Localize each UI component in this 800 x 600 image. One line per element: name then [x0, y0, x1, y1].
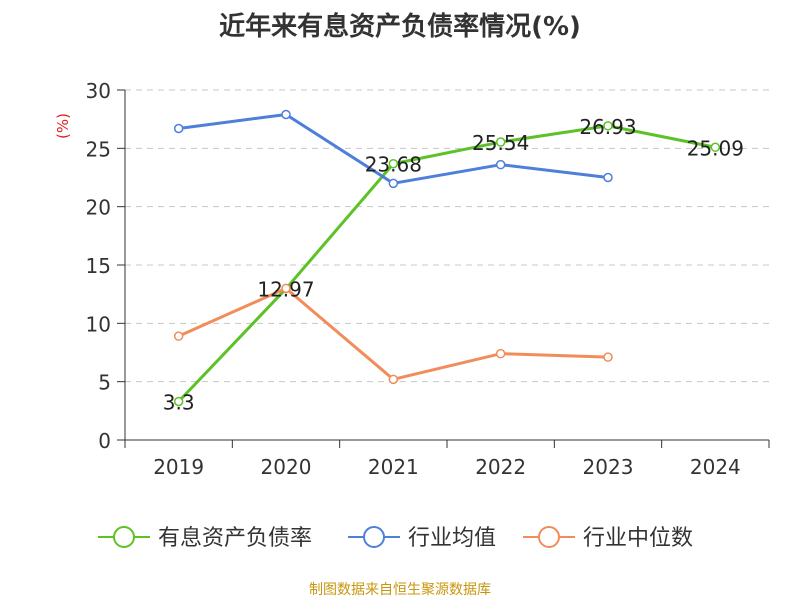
y-tick-label: 0 — [98, 429, 111, 453]
data-point — [173, 123, 184, 134]
x-tick-label: 2023 — [583, 455, 634, 479]
data-point — [281, 283, 291, 294]
y-tick-label: 5 — [98, 371, 111, 395]
legend-label: 有息资产负债率 — [158, 526, 312, 551]
data-point — [388, 374, 399, 385]
data-point — [173, 331, 184, 341]
y-tick-label: 30 — [86, 79, 111, 103]
data-point — [388, 158, 399, 169]
data-point — [710, 142, 721, 153]
data-point — [495, 137, 506, 147]
legend-item-3: 行业中位数 — [523, 526, 693, 551]
y-axis-label: (%) — [54, 113, 72, 139]
data-point — [495, 348, 506, 359]
data-label: 26.93 — [579, 115, 636, 139]
data-point — [603, 352, 613, 362]
legend-label: 行业均值 — [408, 526, 496, 551]
data-point — [495, 159, 506, 170]
legend-item-2: 行业均值 — [348, 526, 496, 551]
legend-label: 行业中位数 — [583, 526, 693, 551]
x-tick-label: 2020 — [261, 455, 312, 479]
y-tick-label: 15 — [86, 254, 111, 278]
data-label: 23.68 — [365, 153, 422, 177]
x-tick-label: 2024 — [690, 455, 741, 479]
y-tick-label: 20 — [86, 196, 111, 220]
data-point — [603, 121, 613, 131]
data-point — [388, 178, 399, 189]
x-tick-label: 2019 — [153, 455, 204, 479]
legend-marker — [538, 526, 560, 548]
data-point — [603, 172, 613, 183]
data-label: 3.3 — [163, 391, 195, 415]
data-label: 12.97 — [257, 278, 314, 302]
y-tick-label: 25 — [86, 137, 111, 161]
x-tick-label: 2021 — [368, 455, 419, 479]
legend-marker — [113, 526, 135, 548]
data-label: 25.09 — [687, 136, 744, 160]
y-tick-label: 10 — [86, 312, 111, 336]
legend-marker — [363, 526, 385, 548]
legend-item-1: 有息资产负债率 — [98, 526, 312, 551]
series-line-1 — [177, 124, 716, 403]
x-tick-label: 2022 — [475, 455, 526, 479]
data-point — [281, 109, 291, 120]
data-point — [173, 396, 184, 407]
source-note: 制图数据来自恒生聚源数据库 — [309, 582, 491, 598]
chart-title: 近年来有息资产负债率情况(%) — [219, 12, 581, 42]
data-label: 25.54 — [472, 131, 529, 155]
